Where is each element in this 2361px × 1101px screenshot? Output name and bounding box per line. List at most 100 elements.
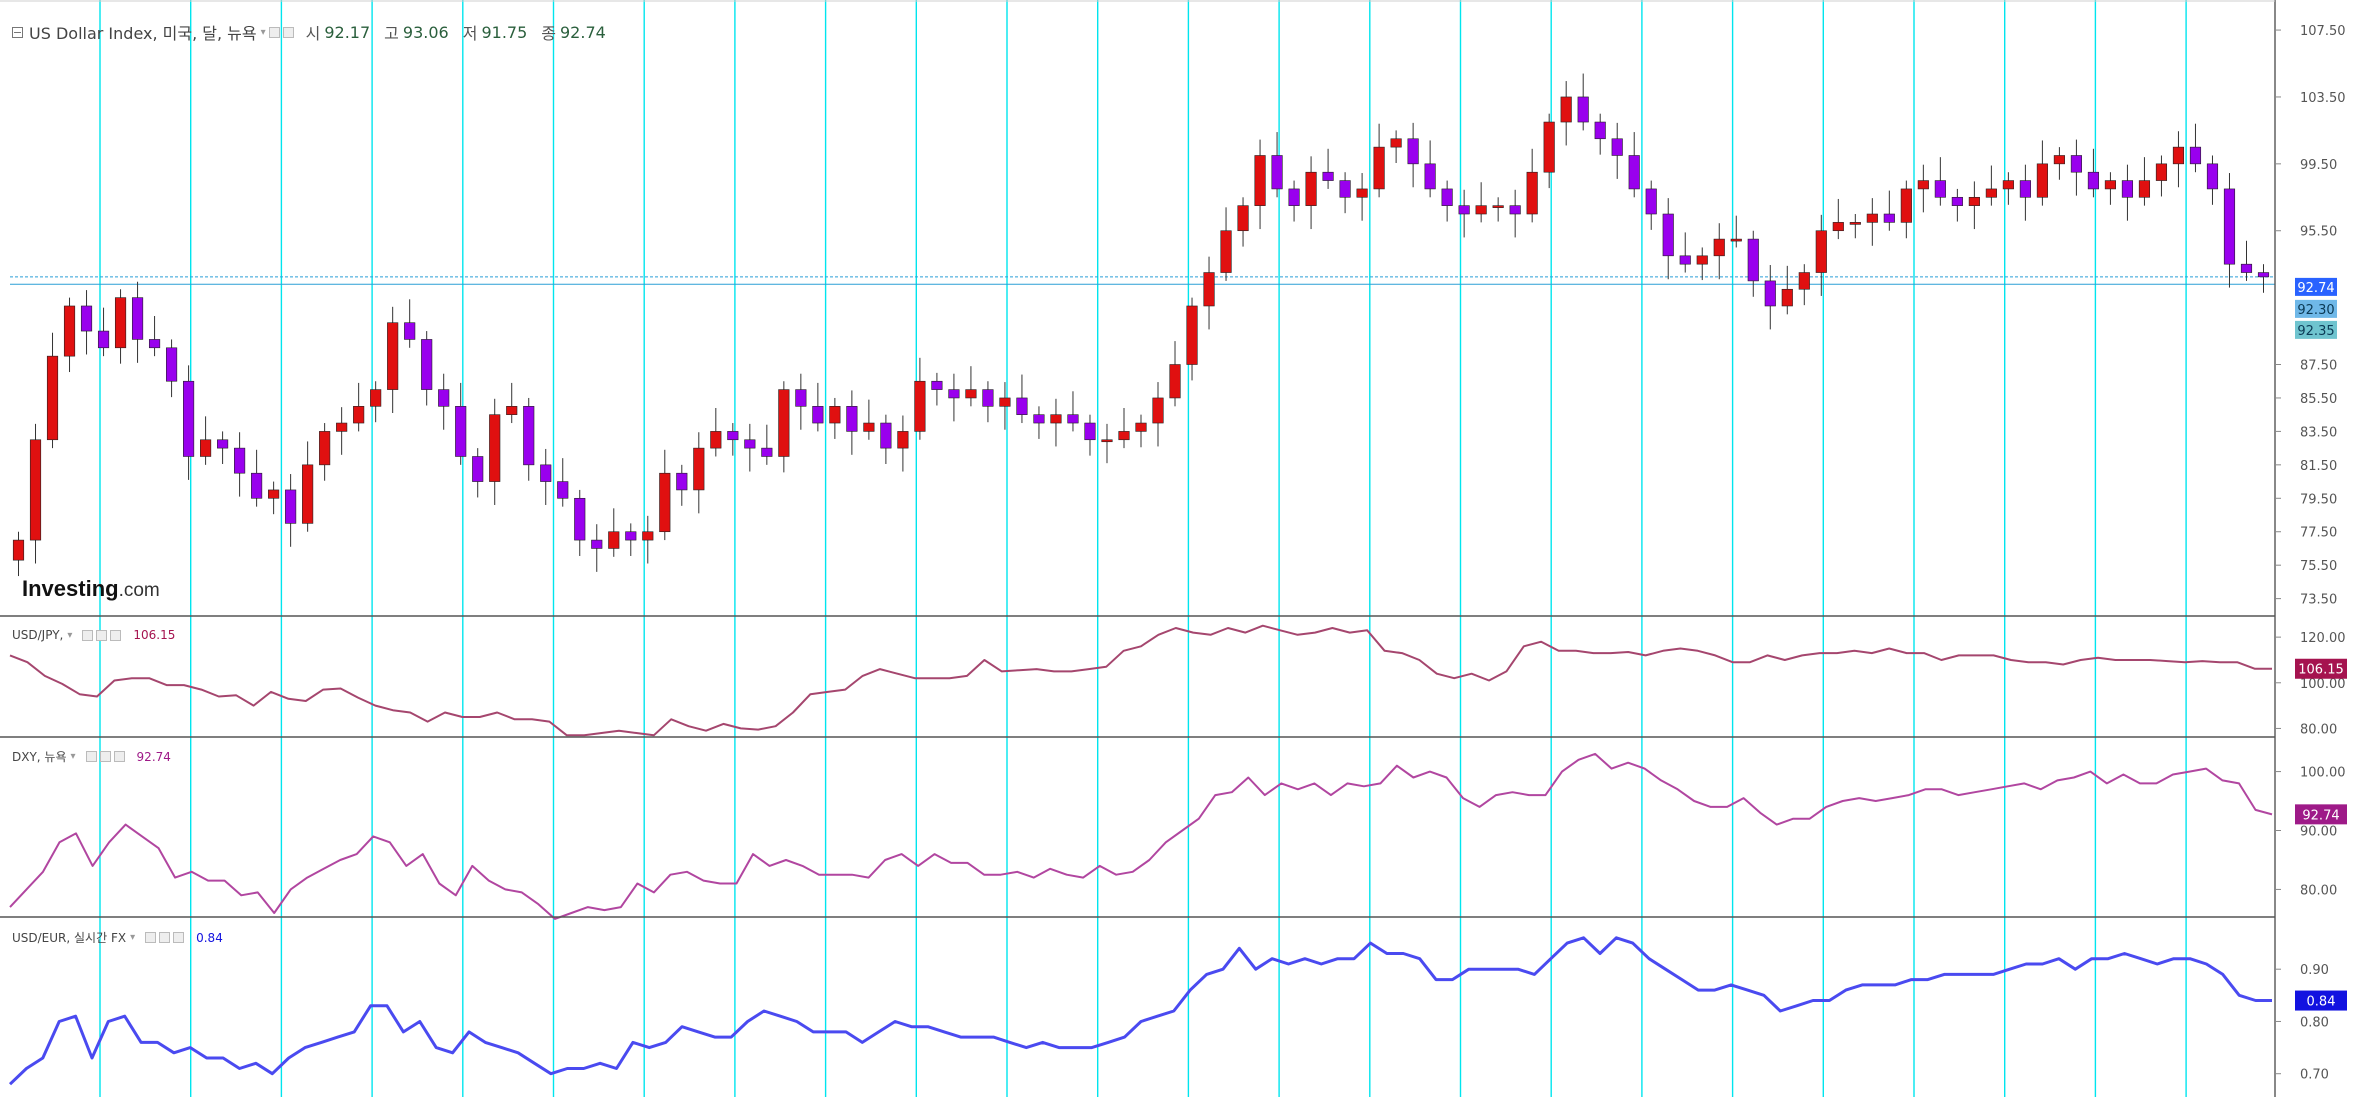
logo-suffix: .com bbox=[118, 580, 160, 601]
candle-81 bbox=[1390, 138, 1402, 148]
candle-112 bbox=[1917, 180, 1929, 190]
candle-86 bbox=[1475, 205, 1487, 215]
candle-87 bbox=[1492, 205, 1504, 208]
candle-116 bbox=[1985, 188, 1997, 198]
candle-32 bbox=[557, 481, 569, 499]
chevron-down-icon[interactable]: ▾ bbox=[67, 629, 73, 641]
candle-13 bbox=[234, 447, 246, 474]
candle-14 bbox=[251, 472, 263, 499]
usdjpy-value: 106.15 bbox=[133, 628, 176, 642]
candle-11 bbox=[200, 439, 212, 457]
chevron-down-icon[interactable]: ▾ bbox=[70, 751, 76, 762]
dxy-value: 92.74 bbox=[136, 749, 171, 764]
candle-8 bbox=[148, 339, 161, 349]
main-title: US Dollar Index, 미국, 달, 뉴욕 bbox=[29, 24, 257, 43]
logo-brand: Investing bbox=[22, 576, 119, 601]
candle-123 bbox=[2104, 180, 2117, 190]
candle-67 bbox=[1152, 397, 1164, 424]
eye-icon[interactable] bbox=[145, 932, 157, 943]
main-badge-1: 92.30 bbox=[2297, 303, 2334, 318]
candle-23 bbox=[404, 322, 416, 340]
main-tick-8: 79.50 bbox=[2300, 492, 2337, 507]
candle-61 bbox=[1050, 414, 1062, 424]
pane1-tick-1: 100.00 bbox=[2300, 677, 2346, 692]
chevron-down-icon[interactable]: ▾ bbox=[130, 932, 136, 943]
candle-17 bbox=[302, 464, 314, 524]
candle-74 bbox=[1271, 155, 1283, 190]
candle-111 bbox=[1900, 188, 1912, 223]
close-icon[interactable] bbox=[110, 629, 122, 641]
pane3-tick-2: 0.70 bbox=[2300, 1068, 2329, 1083]
candle-72 bbox=[1237, 205, 1249, 232]
pane1-tick-0: 120.00 bbox=[2300, 631, 2346, 646]
settings-icon[interactable] bbox=[282, 26, 294, 38]
candle-24 bbox=[421, 339, 433, 390]
eye-icon[interactable] bbox=[82, 629, 94, 641]
collapse-icon[interactable] bbox=[12, 26, 23, 38]
candle-93 bbox=[1594, 121, 1606, 140]
candle-16 bbox=[285, 489, 297, 524]
eye-icon[interactable] bbox=[85, 751, 97, 762]
candle-4 bbox=[80, 305, 93, 332]
candle-106 bbox=[1815, 230, 1827, 273]
pane1-badge-bg bbox=[2295, 658, 2347, 679]
candle-28 bbox=[489, 414, 501, 482]
eye-icon[interactable] bbox=[268, 26, 280, 38]
candle-84 bbox=[1441, 188, 1453, 206]
main-tick-10: 75.50 bbox=[2300, 559, 2337, 574]
candle-60 bbox=[1033, 414, 1045, 424]
candle-29 bbox=[506, 406, 518, 415]
main-tick-0: 107.50 bbox=[2300, 24, 2346, 39]
pane2-badge: 92.74 bbox=[2302, 808, 2339, 823]
usdeur-value: 0.84 bbox=[196, 930, 223, 945]
dxy-title: DXY, 뉴욕 bbox=[12, 750, 67, 764]
candle-12 bbox=[217, 439, 229, 449]
usdeur-title: USD/EUR, 실시간 FX bbox=[12, 931, 127, 945]
candle-64 bbox=[1101, 439, 1113, 443]
candle-2 bbox=[46, 355, 59, 441]
candle-63 bbox=[1084, 422, 1096, 441]
candle-42 bbox=[727, 431, 739, 441]
candle-114 bbox=[1951, 196, 1963, 206]
candle-117 bbox=[2002, 180, 2014, 190]
candle-109 bbox=[1866, 213, 1878, 223]
candle-99 bbox=[1696, 255, 1708, 265]
candle-54 bbox=[931, 380, 943, 390]
main-tick-7: 81.50 bbox=[2300, 459, 2337, 474]
candle-80 bbox=[1373, 146, 1385, 190]
candle-35 bbox=[608, 531, 620, 549]
settings-icon[interactable] bbox=[99, 751, 111, 762]
candle-43 bbox=[744, 439, 756, 449]
candle-95 bbox=[1628, 155, 1640, 190]
candle-76 bbox=[1305, 171, 1317, 206]
main-badge-2: 92.35 bbox=[2297, 324, 2334, 339]
candlestick-series bbox=[12, 73, 2270, 577]
candle-19 bbox=[336, 422, 348, 432]
close-icon[interactable] bbox=[173, 932, 185, 943]
settings-icon[interactable] bbox=[96, 629, 108, 641]
candle-65 bbox=[1118, 431, 1130, 441]
candle-0 bbox=[12, 539, 25, 561]
main-tick-1: 103.50 bbox=[2300, 91, 2346, 106]
candle-121 bbox=[2070, 155, 2082, 173]
candle-31 bbox=[540, 464, 552, 482]
pane3-tick-0: 0.90 bbox=[2300, 963, 2329, 978]
usdeur-legend: USD/EUR, 실시간 FX ▾ 0.84 bbox=[12, 929, 223, 946]
dxy-legend: DXY, 뉴욕 ▾ 92.74 bbox=[12, 748, 171, 765]
pane3-badge-bg bbox=[2295, 990, 2347, 1011]
candle-126 bbox=[2155, 163, 2168, 181]
chevron-down-icon[interactable]: ▾ bbox=[260, 26, 266, 38]
candle-33 bbox=[574, 497, 586, 541]
indicator-lines bbox=[8, 624, 2273, 1086]
candle-6 bbox=[114, 297, 127, 349]
candle-27 bbox=[472, 456, 484, 482]
candle-108 bbox=[1849, 222, 1861, 225]
candle-77 bbox=[1322, 171, 1334, 181]
close-icon[interactable] bbox=[113, 751, 125, 762]
candle-7 bbox=[131, 297, 144, 340]
candle-100 bbox=[1713, 238, 1725, 257]
settings-icon[interactable] bbox=[159, 932, 171, 943]
low-value: 91.75 bbox=[481, 22, 528, 42]
candle-30 bbox=[523, 406, 535, 466]
